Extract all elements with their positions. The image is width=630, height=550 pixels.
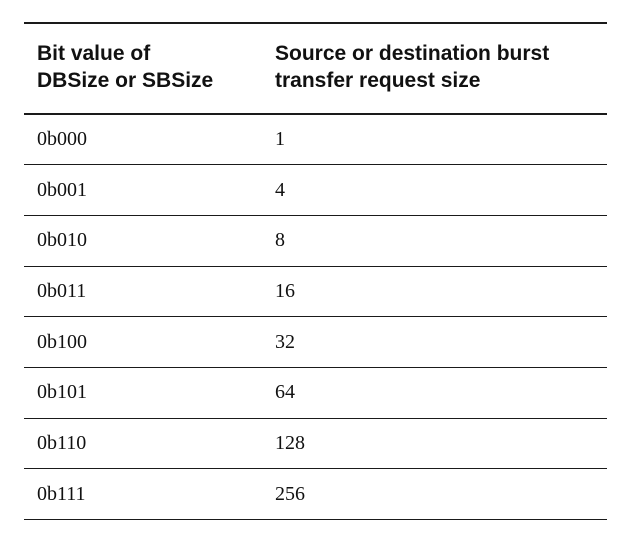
header-bit-value-line-2: DBSize or SBSize (37, 69, 214, 92)
burst-size-cell: 1 (275, 128, 285, 151)
burst-size-cell: 4 (275, 178, 285, 201)
table-row: 0b110 128 (24, 418, 607, 469)
bit-value-cell: 0b110 (37, 431, 87, 454)
header-bit-value-line-1: Bit value of (37, 42, 151, 65)
burst-size-cell: 32 (275, 330, 295, 353)
bit-value-cell: 0b101 (37, 381, 87, 404)
burst-size-cell: 8 (275, 229, 285, 252)
header-burst-size-line-1: Source or destination burst (275, 42, 550, 65)
table-header: Bit value of DBSize or SBSize Source or … (24, 23, 607, 114)
table-row: 0b101 64 (24, 367, 607, 419)
table-row: 0b100 32 (24, 317, 607, 368)
table-row: 0b011 16 (24, 266, 607, 317)
bit-value-cell: 0b100 (37, 330, 87, 353)
header-burst-size-line-2: transfer request size (275, 69, 481, 92)
bit-value-cell: 0b010 (37, 229, 87, 252)
bit-value-cell: 0b001 (37, 178, 87, 201)
header-bit-value: Bit value of DBSize or SBSize (24, 23, 275, 114)
table-row: 0b001 4 (24, 165, 607, 216)
table-body: 0b000 1 0b001 4 0b010 8 0b011 16 0b100 3… (24, 114, 607, 520)
table-row: 0b111 256 (24, 469, 607, 520)
bit-value-cell: 0b111 (37, 482, 86, 505)
bit-value-cell: 0b011 (37, 279, 87, 302)
burst-size-cell: 128 (275, 431, 305, 454)
bit-value-cell: 0b000 (37, 128, 87, 151)
burst-size-cell: 64 (275, 381, 295, 404)
table-row: 0b010 8 (24, 215, 607, 267)
header-row: Bit value of DBSize or SBSize Source or … (24, 23, 607, 114)
header-burst-size: Source or destination burst transfer req… (275, 23, 607, 114)
table-row: 0b000 1 (24, 114, 607, 165)
burst-size-cell: 256 (275, 482, 305, 505)
burst-size-cell: 16 (275, 279, 295, 302)
burst-size-table: Bit value of DBSize or SBSize Source or … (24, 22, 607, 520)
